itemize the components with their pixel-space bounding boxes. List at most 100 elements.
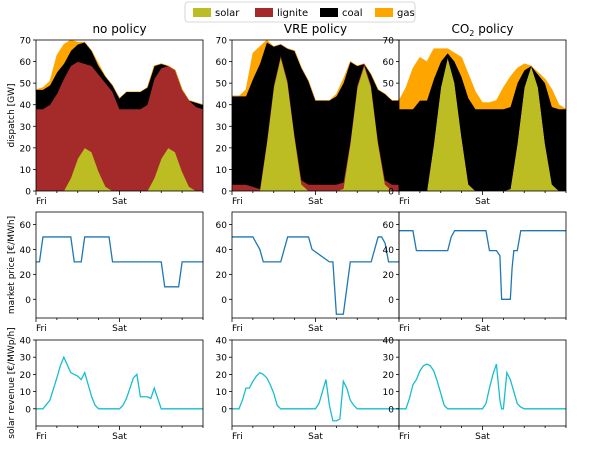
- y-tick-label: 60: [216, 221, 228, 231]
- axes-frame: [231, 211, 400, 319]
- series-line: [36, 355, 203, 410]
- panel-no-policy-market-price: 0 20 40 60 Fri Sat: [20, 211, 204, 334]
- y-tick-label: 70: [383, 37, 395, 47]
- y-tick-label: 30: [20, 123, 32, 133]
- y-tick-label: 0: [221, 296, 227, 306]
- y-tick-label: 60: [216, 58, 228, 68]
- legend-swatch-lignite: [255, 8, 273, 17]
- y-tick-label: 20: [20, 144, 32, 154]
- y-tick-label: 60: [383, 58, 395, 68]
- y-tick-label: 40: [383, 101, 395, 111]
- y-tick-label: 30: [216, 123, 228, 133]
- legend-label-solar: solar: [215, 8, 240, 19]
- y-tick-label: 0: [388, 405, 394, 415]
- y-tick-label: 40: [20, 337, 32, 347]
- panel-co2-policy-market-price: 0 20 40 60 Fri Sat: [383, 211, 567, 334]
- x-tick-label-fri: Fri: [36, 324, 47, 334]
- column-titles: no policy VRE policy CO2 policy: [92, 22, 513, 38]
- y-tick-label: 50: [383, 80, 395, 90]
- legend-swatch-gas: [375, 8, 393, 17]
- y-tick-label: 10: [216, 166, 228, 176]
- row-y-labels: dispatch [GW] market price [€/MWh] solar r…: [7, 83, 17, 438]
- area-gas: [36, 40, 203, 105]
- x-tick-label-fri: Fri: [232, 324, 243, 334]
- y-tick-label: 0: [221, 405, 227, 415]
- series-line: [232, 371, 399, 422]
- y-tick-label: 40: [216, 246, 228, 256]
- y-tick-label: 60: [20, 221, 32, 231]
- y-tick-label: 10: [383, 166, 395, 176]
- panel-vre-policy-solar-revenue: 0 10 20 30 40 Fri Sat: [216, 337, 400, 442]
- y-tick-label: 20: [216, 271, 228, 281]
- area-gas: [399, 48, 566, 110]
- y-tick-label: 0: [25, 188, 31, 198]
- x-tick-label-sat: Sat: [308, 432, 323, 442]
- y-tick-label: 0: [221, 188, 227, 198]
- y-tick-label: 20: [216, 371, 228, 381]
- y-tick-label: 40: [383, 246, 395, 256]
- y-tick-label: 10: [20, 166, 32, 176]
- y-tick-label: 40: [216, 101, 228, 111]
- y-tick-label: 0: [25, 405, 31, 415]
- y-tick-label: 40: [383, 337, 395, 347]
- series-line: [399, 363, 566, 410]
- y-tick-label: 40: [216, 337, 228, 347]
- axes-frame: [398, 339, 567, 427]
- y-tick-label: 50: [20, 80, 32, 90]
- y-tick-label: 10: [20, 388, 32, 398]
- column-title-3: CO2 policy: [451, 22, 513, 38]
- x-tick-label-fri: Fri: [399, 324, 410, 334]
- axes-frame: [35, 211, 204, 319]
- x-tick-label-sat: Sat: [112, 432, 127, 442]
- y-tick-label: 20: [20, 371, 32, 381]
- y-tick-label: 0: [388, 188, 394, 198]
- y-tick-label: 50: [216, 80, 228, 90]
- legend-swatch-solar: [193, 8, 211, 17]
- series-line: [232, 236, 399, 315]
- y-tick-label: 30: [383, 123, 395, 133]
- axes-frame: [398, 211, 567, 319]
- series-line: [36, 236, 203, 288]
- x-tick-label-fri: Fri: [232, 197, 243, 207]
- y-tick-label: 30: [20, 354, 32, 364]
- y-tick-label: 0: [25, 296, 31, 306]
- x-tick-label-sat: Sat: [475, 324, 490, 334]
- legend-frame: [184, 1, 416, 23]
- y-axis-label-row-2: market price [€/MWh]: [7, 216, 17, 314]
- column-title-2: VRE policy: [284, 22, 347, 36]
- x-tick-label-fri: Fri: [36, 432, 47, 442]
- panel-co2-policy-dispatch: 0 10 20 30 40 50 60 70 Fri Sat: [383, 37, 567, 207]
- panel-vre-policy-market-price: 0 20 40 60 Fri Sat: [216, 211, 400, 334]
- y-tick-label: 60: [383, 221, 395, 231]
- y-tick-label: 20: [383, 144, 395, 154]
- panel-vre-policy-dispatch: 0 10 20 30 40 50 60 70 Fri Sat: [216, 37, 400, 207]
- panel-no-policy-dispatch: 0 10 20 30 40 50 60 70 Fri Sat: [20, 37, 204, 207]
- x-tick-label-sat: Sat: [308, 324, 323, 334]
- x-tick-label-sat: Sat: [112, 324, 127, 334]
- axes-frame: [35, 339, 204, 427]
- x-tick-label-fri: Fri: [399, 432, 410, 442]
- x-tick-label-fri: Fri: [399, 197, 410, 207]
- x-tick-label-sat: Sat: [308, 197, 323, 207]
- y-tick-label: 20: [383, 371, 395, 381]
- legend: solar lignite coal gas: [184, 1, 416, 23]
- area-gas: [232, 40, 399, 101]
- column-title-1: no policy: [92, 22, 146, 36]
- x-tick-label-sat: Sat: [475, 432, 490, 442]
- y-tick-label: 60: [20, 58, 32, 68]
- y-tick-label: 40: [20, 246, 32, 256]
- legend-swatch-coal: [320, 8, 338, 17]
- legend-label-gas: gas: [397, 8, 415, 19]
- y-axis-label-row-3: solar revenue [€/MWp/h]: [7, 327, 17, 438]
- y-tick-label: 10: [383, 388, 395, 398]
- y-tick-label: 20: [383, 271, 395, 281]
- y-tick-label: 70: [216, 37, 228, 47]
- y-tick-label: 20: [216, 144, 228, 154]
- y-tick-label: 0: [388, 296, 394, 306]
- y-axis-label-row-1: dispatch [GW]: [7, 83, 17, 147]
- series-line: [399, 230, 566, 300]
- axes-frame: [231, 339, 400, 427]
- y-tick-label: 30: [216, 354, 228, 364]
- panels: 0 10 20 30 40 50 60 70 Fri Sat 0 10 20 30 40 50 60 70 Fri S…: [20, 37, 567, 442]
